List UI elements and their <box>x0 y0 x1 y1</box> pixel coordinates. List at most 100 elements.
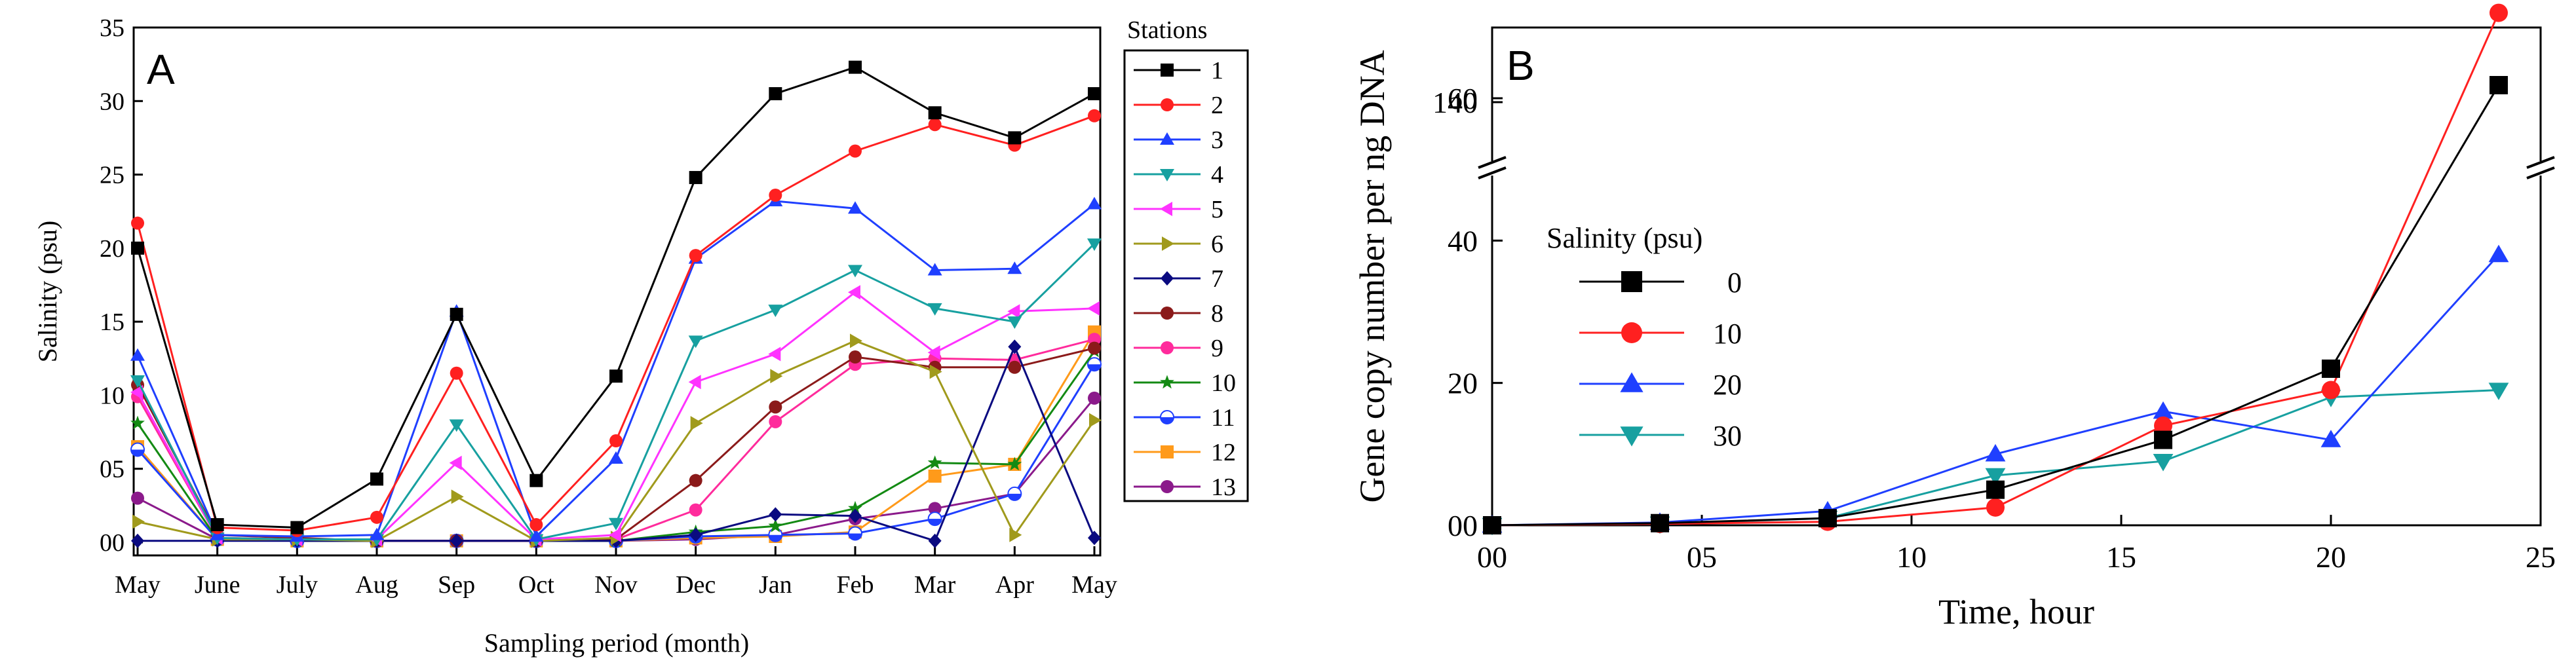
chart-a-data-point <box>689 474 702 487</box>
chart-b-x-tick-label: 00 <box>1477 540 1507 574</box>
chart-b-x-tick-label: 10 <box>1896 540 1927 574</box>
chart-a-data-point <box>769 415 782 428</box>
chart-a-series-line <box>136 115 1095 532</box>
chart-b-legend-title: Salinity (psu) <box>1547 222 1702 254</box>
chart-a-data-point <box>1007 261 1022 274</box>
chart-a-data-point <box>1087 196 1102 210</box>
chart-a-series <box>130 60 1102 548</box>
chart-a-x-axis: May June July Aug Sep Oct Nov Dec Jan Feb Mar Apr Ma… <box>115 546 1117 599</box>
chart-a-data-point <box>849 60 862 74</box>
chart-a-data-point <box>768 518 783 532</box>
chart-a-data-point <box>690 416 703 431</box>
chart-a-data-point <box>770 369 783 384</box>
chart-a-legend-item: 9 <box>1134 335 1223 362</box>
chart-b-data-point <box>2488 244 2509 263</box>
chart-b-data-point <box>2320 430 2341 447</box>
chart-a-data-point <box>928 469 942 483</box>
chart-a-legend-frame <box>1123 49 1249 502</box>
chart-a-x-tick-label: Feb <box>837 571 874 599</box>
chart-a-x-tick-label: May <box>1071 571 1117 599</box>
chart-a-data-point <box>609 434 623 448</box>
chart-a-data-point <box>130 442 145 457</box>
chart-b-data-point <box>2489 3 2508 22</box>
chart-b-legend-marker <box>1621 322 1642 343</box>
chart-a-x-tick-label: Aug <box>355 571 398 599</box>
chart-a-y-tick-label: 05 <box>100 456 125 483</box>
chart-a-data-point <box>848 500 862 515</box>
chart-a-legend-item: 8 <box>1134 300 1223 327</box>
chart-a-data-point <box>1088 341 1101 355</box>
chart-a-legend-marker <box>1161 445 1174 458</box>
chart-a-data-point <box>928 106 942 120</box>
chart-a-data-point <box>689 527 702 542</box>
chart-a-data-point <box>849 350 862 364</box>
chart-a-data-point <box>849 144 862 158</box>
chart-a-legend-label: 2 <box>1211 92 1223 119</box>
chart-b-data-point <box>2322 381 2340 400</box>
chart-a-data-point <box>609 517 623 531</box>
chart-a-x-tick-label: June <box>195 571 240 599</box>
chart-a-data-point <box>449 455 462 470</box>
chart-a-data-point <box>689 249 702 263</box>
chart-a-data-point <box>850 333 862 348</box>
chart-a-data-point <box>928 118 942 132</box>
chart-a-data-point <box>929 364 942 379</box>
chart-a-data-point <box>609 369 623 383</box>
chart-a-data-point <box>769 87 782 101</box>
chart-a-data-point <box>1008 360 1022 374</box>
chart-b-x-tick-label: 20 <box>2316 540 2346 574</box>
chart-a-data-point <box>768 527 783 542</box>
chart-b-data-point <box>2488 383 2509 400</box>
chart-a-data-point <box>1089 413 1102 428</box>
chart-a-data-point <box>529 518 543 532</box>
chart-a-legend-label: 8 <box>1211 300 1223 327</box>
chart-b-data-point <box>1483 516 1501 534</box>
chart-a-data-point <box>529 474 543 487</box>
chart-b-axis-break-right <box>2526 156 2555 179</box>
chart-a-data-point <box>370 527 384 540</box>
chart-a-data-point <box>1009 527 1022 542</box>
chart-a-data-point <box>927 455 942 469</box>
chart-b-panel-label: B <box>1507 42 1535 89</box>
chart-b-legend-label: 20 <box>1713 369 1742 401</box>
chart-a-legend-marker <box>1161 307 1174 320</box>
chart-b-y-tick-label: 40 <box>1448 224 1478 257</box>
chart-a-x-axis-label: Sampling period (month) <box>484 628 749 658</box>
chart-b-legend-label: 0 <box>1727 267 1742 299</box>
chart-a-x-tick-label: Nov <box>594 571 637 599</box>
chart-a-data-point <box>451 489 464 504</box>
chart-a-legend-title: Stations <box>1127 16 1207 44</box>
chart-b-data-point <box>1986 498 2005 517</box>
chart-a-y-axis: 00 05 10 15 20 25 30 35 <box>100 14 143 557</box>
chart-a-data-point <box>130 375 145 388</box>
chart-a-legend-marker <box>1160 410 1174 424</box>
chart-b-data-point <box>2489 76 2508 94</box>
chart-a-data-point <box>130 415 145 430</box>
chart-a-y-axis-label: Salinity (psu) <box>33 221 62 363</box>
chart-b-data-point <box>1985 468 2006 486</box>
chart-a-data-point <box>450 533 463 548</box>
chart-a-panel-label: A <box>147 46 175 93</box>
chart-a-legend-marker <box>1161 98 1174 111</box>
chart-a-data-point <box>928 533 942 548</box>
chart-a-series-4 <box>130 238 1102 547</box>
chart-a-legend-label: 12 <box>1211 439 1236 466</box>
chart-a-legend-marker <box>1160 375 1174 389</box>
chart-a-data-point <box>1007 486 1022 501</box>
chart-b-y-tick-label: 60 <box>1448 82 1478 115</box>
chart-a-data-point <box>848 265 862 278</box>
chart-a-data-point <box>768 346 781 362</box>
chart-a-data-point <box>1087 238 1102 252</box>
chart-b-x-tick-label: 05 <box>1687 540 1717 574</box>
chart-a-y-tick-label: 35 <box>100 14 125 42</box>
chart-a-data-point <box>1087 301 1100 316</box>
chart-a-legend-label: 10 <box>1211 369 1236 397</box>
chart-b-legend-marker <box>1620 426 1644 447</box>
chart-a-data-point <box>450 366 463 380</box>
chart-a-legend-label: 3 <box>1211 126 1223 154</box>
chart-a-legend-marker <box>1161 271 1174 286</box>
chart-b-data-point <box>2322 359 2340 378</box>
